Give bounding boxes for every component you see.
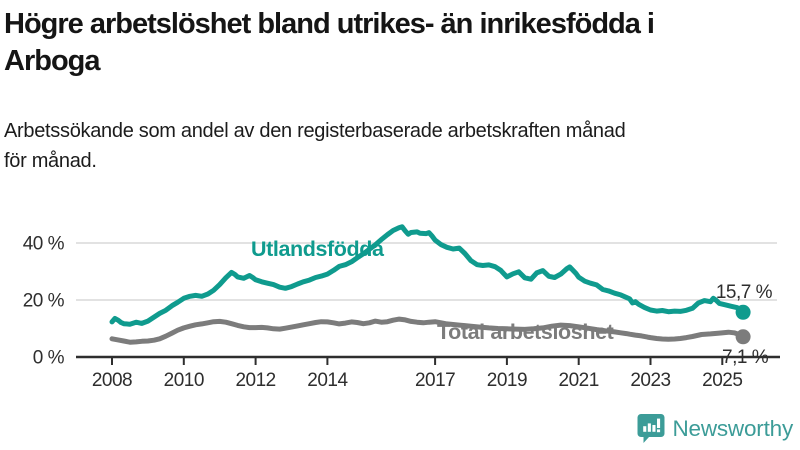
chart-subtitle: Arbetssökande som andel av den registerb… — [4, 117, 784, 176]
x-tick-label-2019: 2019 — [487, 370, 527, 391]
y-tick-label-20: 20 % — [23, 291, 65, 312]
end-value-utlandsfodda: 15,7 % — [715, 282, 773, 303]
x-tick-label-2012: 2012 — [235, 370, 275, 391]
exclamation-bar — [657, 418, 661, 428]
series-end-dot-0 — [735, 304, 751, 320]
subtitle-line-2: för månad. — [4, 149, 97, 172]
title-line-1: Högre arbetslöshet bland utrikes- än inr… — [4, 8, 655, 40]
x-tick-label-2021: 2021 — [559, 370, 599, 391]
series-label-total-arbetsloshet: Total arbetslöshet — [437, 320, 614, 344]
page-title: Högre arbetslöshet bland utrikes- än inr… — [4, 6, 796, 80]
series-line-1 — [109, 316, 746, 345]
newsworthy-bubble-chart-icon — [637, 414, 665, 443]
x-tick-label-2023: 2023 — [630, 370, 670, 391]
x-tick-label-2025: 2025 — [702, 370, 742, 391]
subtitle-line-1: Arbetssökande som andel av den registerb… — [4, 120, 626, 142]
bar-3 — [652, 425, 656, 432]
exclamation-dot — [657, 429, 661, 433]
title-line-2: Arboga — [4, 45, 101, 77]
end-value-total-arbetsloshet: 7,1 % — [722, 347, 769, 368]
series-label-utlandsfodda: Utlandsfödda — [251, 237, 384, 261]
newsworthy-wordmark: Newsworthy — [672, 415, 793, 441]
y-tick-label-0: 0 % — [33, 348, 65, 369]
x-tick-label-2008: 2008 — [92, 370, 132, 391]
bar-2 — [648, 423, 652, 432]
x-tick-label-2014: 2014 — [307, 370, 348, 391]
newsworthy-logo: Newsworthy — [637, 413, 793, 444]
x-tick-label-2017: 2017 — [415, 370, 455, 391]
series-line-0 — [109, 224, 746, 327]
bar-1 — [643, 426, 647, 432]
x-tick-label-2010: 2010 — [164, 370, 204, 391]
y-tick-label-40: 40 % — [23, 234, 65, 255]
speech-bubble-shape — [637, 414, 665, 443]
series-end-dot-1 — [735, 329, 751, 345]
